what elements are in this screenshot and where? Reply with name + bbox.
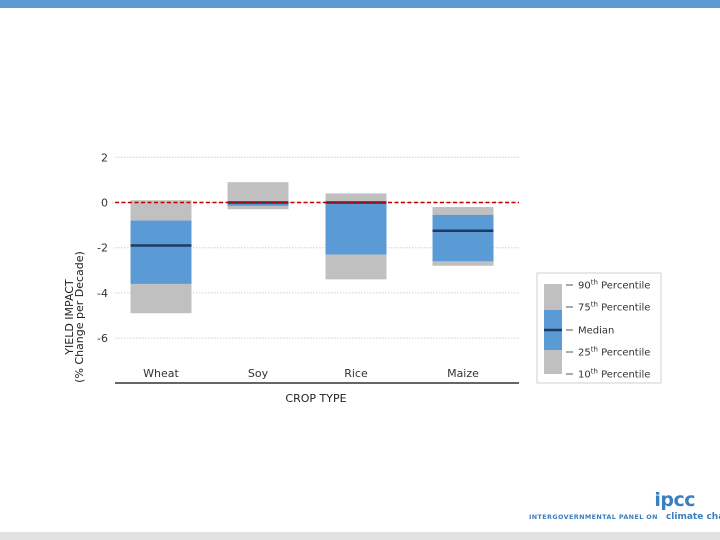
box-series — [130, 182, 494, 314]
x-category-labels: Wheat Soy Rice Maize — [143, 367, 479, 380]
ipcc-logo: ipcc INTERGOVERNMENTAL PANEL ON climate … — [529, 489, 720, 523]
box-wheat — [130, 200, 192, 314]
y-tick-labels: 2 0 -2 -4 -6 — [97, 151, 108, 345]
y-axis-title-line2: (% Change per Decade) — [73, 251, 86, 383]
x-category-label: Rice — [344, 367, 368, 380]
legend-item-label: 90th Percentile — [578, 279, 650, 292]
x-category-label: Maize — [447, 367, 479, 380]
y-tick-label: 2 — [101, 151, 108, 164]
ipcc-logo-tagline: INTERGOVERNMENTAL PANEL ON climate chang… — [529, 504, 720, 523]
legend-item-label: 25th Percentile — [578, 346, 650, 359]
box-maize — [432, 207, 494, 266]
legend: 90th Percentile 75th Percentile Median 25th… — [536, 272, 662, 384]
top-accent-bar — [0, 0, 720, 8]
y-tick-label: -4 — [97, 287, 108, 300]
ipcc-tagline-part2: climate change — [666, 512, 720, 522]
x-category-label: Wheat — [143, 367, 179, 380]
ipcc-tagline-part1: INTERGOVERNMENTAL PANEL ON — [529, 513, 658, 521]
x-axis-title: CROP TYPE — [285, 392, 346, 405]
y-axis-title-line1: YIELD IMPACT — [63, 279, 76, 356]
y-tick-label: -6 — [97, 332, 108, 345]
legend-swatch-outer-top — [544, 284, 562, 310]
ipcc-logo-wordmark: ipcc — [654, 489, 695, 511]
box-soy — [227, 182, 289, 210]
legend-item-label: 10th Percentile — [578, 368, 650, 381]
legend-swatch-outer-bottom — [544, 350, 562, 374]
x-category-label: Soy — [248, 367, 269, 380]
box-interquartile — [130, 220, 192, 284]
legend-item-label: 75th Percentile — [578, 301, 650, 314]
legend-item-label: Median — [578, 326, 614, 337]
y-tick-label: -2 — [97, 242, 108, 255]
box-rice — [325, 193, 387, 280]
y-tick-label: 0 — [101, 197, 108, 210]
box-interquartile — [432, 214, 494, 262]
bottom-accent-bar — [0, 532, 720, 540]
box-interquartile — [325, 202, 387, 255]
y-axis-title: YIELD IMPACT (% Change per Decade) — [63, 251, 86, 383]
